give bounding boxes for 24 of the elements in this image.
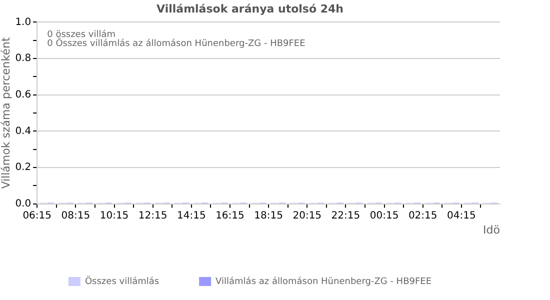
x-tick-label: 16:15: [216, 210, 244, 222]
y-tick-label: 0.2: [15, 162, 32, 174]
x-tick-label: 20:15: [292, 210, 322, 222]
x-tick-label: 04:15: [447, 210, 476, 222]
x-tick-label: 12:15: [138, 210, 168, 222]
x-tick-label: 00:15: [370, 210, 399, 222]
y-axis-title: Villámok száma percenként: [0, 36, 12, 189]
y-tick-label: 0.8: [15, 53, 32, 64]
x-tick-label: 14:15: [176, 210, 206, 222]
legend-label: Összes villámlás: [84, 274, 160, 287]
y-tick-label: 0.6: [15, 89, 32, 100]
y-tick-label: 0.0: [15, 198, 32, 210]
x-tick-label: 18:15: [254, 210, 283, 222]
x-tick-label: 10:15: [100, 210, 129, 222]
x-axis-title: Idö: [483, 223, 500, 236]
x-tick-label: 06:15: [22, 210, 52, 222]
x-tick-label: 02:15: [408, 210, 438, 222]
x-tick-label: 08:15: [61, 210, 90, 222]
annotation: 0 Összes villámlás az állomáson Hünenberg-ZG - HB9FEE: [47, 37, 306, 50]
x-tick-label: 22:15: [331, 210, 360, 222]
y-tick-label: 1.0: [15, 16, 32, 28]
legend-label: Villámlás az állomáson Hünenberg-ZG - HB9FEE: [216, 276, 432, 287]
y-tick-label: 0.4: [15, 126, 32, 137]
chart-title: Villámlások aránya utolsó 24h: [156, 2, 344, 16]
